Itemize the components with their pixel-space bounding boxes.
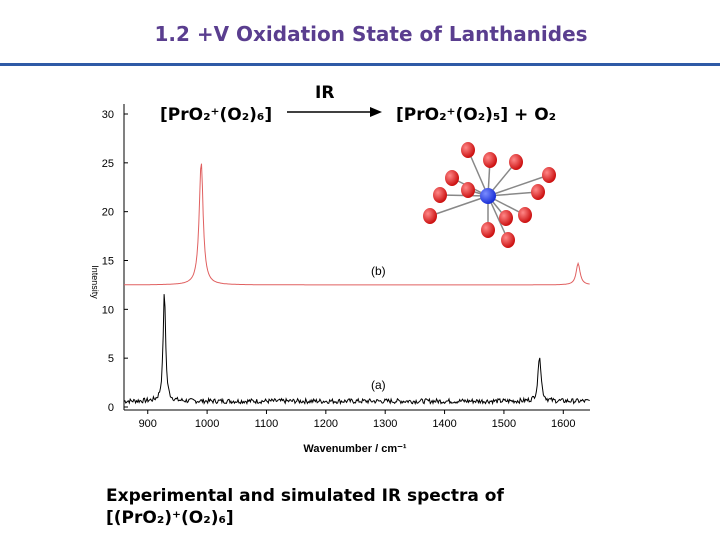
- y-tick-label: 15: [102, 256, 114, 268]
- x-axis-label: Wavenumber / cm⁻¹: [303, 443, 407, 455]
- x-tick-label: 1200: [314, 418, 338, 430]
- oxygen-atom: [501, 232, 515, 248]
- oxygen-atom: [499, 210, 513, 226]
- y-tick-label: 10: [102, 304, 114, 316]
- y-ticks: 0 5 10 15 20 25 30: [102, 109, 128, 414]
- y-axis-label: Intensity: [90, 265, 100, 299]
- oxygen-atom: [518, 207, 532, 223]
- arrow-label: IR: [315, 83, 334, 103]
- bond-line: [467, 149, 489, 197]
- oxygen-atom: [481, 222, 495, 238]
- x-tick-label: 1400: [432, 418, 456, 430]
- series-line-b: [124, 163, 590, 286]
- series-b-label: (b): [371, 264, 386, 278]
- caption-line-2: [(PrO₂)⁺(O₂)₆]: [106, 508, 234, 528]
- title-divider: [0, 63, 720, 66]
- y-tick-label: 20: [102, 207, 114, 219]
- pro2-o2-molecule: [423, 142, 556, 248]
- reaction-arrowhead: [370, 107, 382, 117]
- oxygen-atom: [461, 142, 475, 158]
- bond-line: [487, 195, 509, 241]
- series-line-a: [123, 294, 590, 406]
- bond-line: [429, 195, 489, 217]
- oxygen-atom: [433, 187, 447, 203]
- x-tick-label: 1000: [195, 418, 219, 430]
- oxygen-atom: [509, 154, 523, 170]
- reactant-formula: [PrO₂⁺(O₂)₆]: [160, 105, 272, 125]
- y-tick-label: 30: [102, 109, 114, 121]
- praseodymium-atom: [480, 188, 496, 204]
- oxygen-atom: [423, 208, 437, 224]
- y-tick-label: 25: [102, 158, 114, 170]
- reaction-equation: [PrO₂⁺(O₂)₆] IR [PrO₂⁺(O₂)₅] + O₂: [160, 83, 556, 125]
- x-tick-label: 1300: [373, 418, 397, 430]
- bond-line: [487, 191, 539, 197]
- slide-title: 1.2 +V Oxidation State of Lanthanides: [154, 22, 588, 46]
- x-tick-label: 900: [139, 418, 157, 430]
- oxygen-atom: [461, 182, 475, 198]
- figure-caption: Experimental and simulated IR spectra of…: [106, 485, 504, 529]
- product-formula: [PrO₂⁺(O₂)₅] + O₂: [396, 105, 556, 125]
- x-tick-label: 1100: [255, 418, 279, 430]
- oxygen-atom: [445, 170, 459, 186]
- bond-line: [487, 174, 550, 197]
- series-layer: [123, 163, 590, 406]
- caption-line-1: Experimental and simulated IR spectra of: [106, 486, 504, 506]
- oxygen-atom: [531, 184, 545, 200]
- x-tick-label: 1500: [492, 418, 516, 430]
- x-ticks: 900 1000 1100 1200 1300 1400 1500 1600: [139, 410, 576, 430]
- y-tick-label: 0: [108, 402, 114, 414]
- y-tick-label: 5: [108, 353, 114, 365]
- oxygen-atom: [483, 152, 497, 168]
- oxygen-atom: [542, 167, 556, 183]
- x-tick-label: 1600: [551, 418, 575, 430]
- series-a-label: (a): [371, 378, 386, 392]
